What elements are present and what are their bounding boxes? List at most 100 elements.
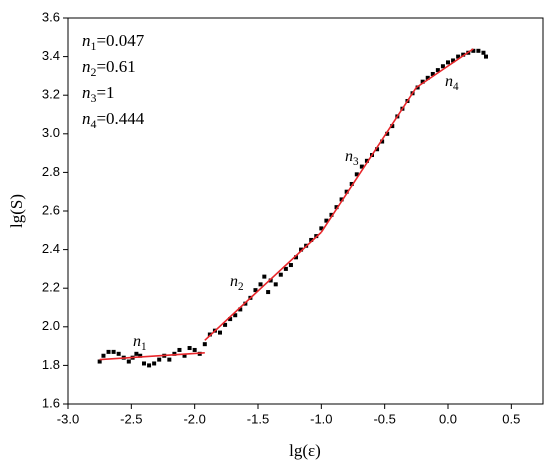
symbol: n (345, 148, 353, 165)
data-point (451, 58, 456, 63)
data-point (177, 347, 182, 352)
data-point (329, 212, 334, 217)
y-tick-label: 1.8 (42, 357, 60, 372)
y-tick-label: 2.2 (42, 280, 60, 295)
value-text: =0.61 (96, 57, 135, 76)
data-point (152, 361, 157, 366)
data-point (461, 52, 466, 57)
data-point (288, 263, 293, 268)
subscript: 1 (91, 39, 97, 53)
annotation: n3=1 (82, 83, 115, 105)
data-point (309, 237, 314, 242)
data-point (266, 290, 271, 295)
y-tick-label: 1.6 (42, 395, 60, 410)
subscript: 3 (91, 91, 97, 105)
data-point (481, 50, 486, 55)
data-point (253, 288, 258, 293)
data-point (446, 60, 450, 65)
data-point (283, 266, 288, 271)
y-tick-label: 2.0 (42, 318, 60, 333)
data-point (380, 139, 385, 144)
y-tick-label: 3.0 (42, 125, 60, 140)
symbol: n (445, 73, 453, 90)
value-text: =0.444 (96, 109, 144, 128)
data-point (223, 322, 228, 327)
data-point (430, 71, 435, 76)
data-point (294, 255, 298, 260)
x-axis-label: lg(ε) (289, 441, 321, 460)
value-text: =0.047 (96, 31, 144, 50)
data-point (278, 272, 283, 277)
data-point (359, 164, 364, 169)
y-axis-label: lg(S) (7, 194, 26, 228)
data-point (167, 357, 172, 362)
symbol: n (82, 31, 91, 50)
annotation: n3 (345, 148, 359, 168)
subscript: 2 (238, 281, 244, 293)
data-point (375, 147, 380, 152)
data-point (319, 226, 324, 231)
fit-line (204, 231, 322, 341)
symbol: n (82, 57, 91, 76)
x-tick-label: 0.0 (439, 411, 457, 426)
data-point (97, 359, 102, 364)
symbol: n (133, 333, 141, 350)
data-point (172, 351, 177, 356)
x-tick-label: -2.0 (183, 411, 205, 426)
symbol: n (82, 83, 91, 102)
y-tick-label: 2.6 (42, 202, 60, 217)
data-point (233, 313, 238, 318)
fit-line (320, 87, 418, 233)
data-point (364, 158, 369, 163)
data-point (202, 342, 207, 347)
data-point (268, 278, 273, 283)
annotation: n4 (445, 73, 459, 93)
data-point (390, 124, 395, 129)
data-point (349, 181, 354, 186)
data-point (425, 75, 430, 80)
x-tick-label: -3.0 (57, 411, 79, 426)
fit-line (415, 48, 474, 89)
data-point (299, 247, 304, 252)
data-point (187, 346, 192, 351)
data-point (142, 361, 146, 366)
data-point (116, 351, 121, 356)
subscript: 3 (353, 156, 359, 168)
data-point (262, 274, 267, 279)
data-point (440, 64, 445, 69)
data-point (385, 131, 390, 136)
x-tick-label: -1.5 (247, 411, 269, 426)
data-point (157, 357, 162, 362)
annotation: n4=0.444 (82, 109, 145, 131)
data-point (126, 359, 131, 364)
subscript: 1 (141, 341, 147, 353)
x-tick-label: -0.5 (373, 411, 395, 426)
data-point (111, 349, 116, 354)
value-text: =1 (96, 83, 114, 102)
subscript: 2 (91, 65, 97, 79)
data-point (218, 330, 222, 335)
annotation: n2=0.61 (82, 57, 136, 79)
data-point (354, 172, 359, 177)
x-tick-label: -1.0 (310, 411, 332, 426)
data-point (238, 307, 243, 312)
x-tick-label: 0.5 (502, 411, 520, 426)
symbol: n (230, 273, 238, 290)
data-point (192, 347, 197, 352)
y-tick-label: 3.6 (42, 9, 60, 24)
data-point (101, 353, 106, 358)
data-point (344, 189, 349, 194)
data-point (134, 351, 139, 356)
data-point (484, 54, 488, 59)
y-tick-label: 3.4 (42, 48, 60, 63)
fit-line (99, 352, 205, 361)
y-tick-label: 3.2 (42, 87, 60, 102)
subscript: 4 (453, 81, 459, 93)
data-point (258, 282, 263, 287)
x-tick-label: -2.5 (120, 411, 142, 426)
y-tick-label: 2.4 (42, 241, 60, 256)
subscript: 4 (91, 117, 97, 131)
data-point (273, 282, 278, 287)
annotation: n1 (133, 333, 147, 353)
